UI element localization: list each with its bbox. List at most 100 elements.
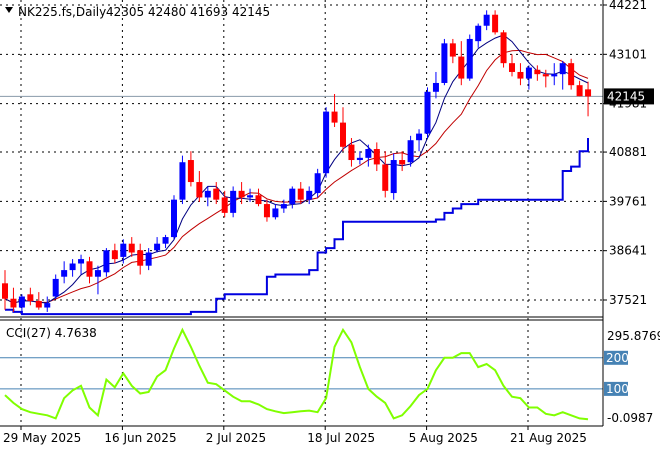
candle xyxy=(35,292,42,310)
date-tick-label: 2 Jul 2025 xyxy=(206,431,266,445)
candle xyxy=(221,190,228,218)
svg-text:100: 100 xyxy=(606,382,629,396)
candle xyxy=(145,248,152,271)
cci-level-badge: 200 xyxy=(604,350,629,365)
candle xyxy=(323,107,330,178)
candle xyxy=(348,138,355,167)
ma-fast-line xyxy=(4,34,589,304)
cci-level-badge: 100 xyxy=(604,381,629,396)
candle xyxy=(128,237,135,257)
candle xyxy=(120,239,127,264)
candle xyxy=(585,81,592,117)
candle xyxy=(356,151,363,165)
cci-indicator xyxy=(0,327,603,421)
price-tick-label: 40881 xyxy=(609,145,647,159)
candle xyxy=(331,93,338,128)
candle xyxy=(289,186,296,209)
moving-averages xyxy=(4,34,589,316)
candle xyxy=(424,87,431,139)
time-axis: 29 May 2025 16 Jun 2025 2 Jul 2025 18 Jul 2… xyxy=(3,426,587,445)
candle xyxy=(365,144,372,167)
svg-text:200: 200 xyxy=(606,351,629,365)
candle xyxy=(18,294,25,315)
price-tick-label: 38641 xyxy=(609,244,647,258)
candle xyxy=(458,41,465,86)
candle xyxy=(297,182,304,205)
candle xyxy=(340,107,346,152)
candle xyxy=(475,23,482,48)
svg-text:42145: 42145 xyxy=(607,89,645,103)
candle xyxy=(382,151,389,198)
support-step-line xyxy=(5,138,589,316)
last-price-badge: 42145 xyxy=(604,88,654,105)
candle xyxy=(542,69,549,88)
price-axis: 4422143101419814088139761386413752142145 xyxy=(603,0,654,307)
cci-tick-label: -0.0987 xyxy=(607,411,653,425)
candle xyxy=(86,256,93,284)
candle xyxy=(10,287,17,312)
candle xyxy=(94,265,101,295)
candle xyxy=(272,204,279,220)
candle xyxy=(154,237,161,253)
candle xyxy=(509,54,515,77)
candle xyxy=(466,34,473,81)
candle xyxy=(449,38,456,64)
candle xyxy=(52,274,59,299)
date-tick-label: 5 Aug 2025 xyxy=(409,431,478,445)
candle xyxy=(500,30,507,68)
candle xyxy=(559,60,566,90)
date-tick-label: 18 Jul 2025 xyxy=(307,431,375,445)
price-tick-label: 44221 xyxy=(609,0,647,12)
candle xyxy=(432,71,439,99)
candle xyxy=(171,195,177,240)
cci-line xyxy=(4,327,589,421)
candle xyxy=(238,182,245,205)
price-tick-label: 37521 xyxy=(609,293,647,307)
ma-slow-line xyxy=(4,49,589,304)
candle xyxy=(416,129,423,152)
candle xyxy=(61,261,68,284)
candle xyxy=(576,80,583,97)
candle xyxy=(44,296,51,312)
candle xyxy=(525,65,532,90)
candle xyxy=(162,234,169,249)
ohlc-values: 42305 42480 41693 42145 xyxy=(106,5,270,19)
candle xyxy=(390,153,397,200)
date-tick-label: 21 Aug 2025 xyxy=(510,431,587,445)
candle xyxy=(534,65,541,81)
symbol-label: NK225.fs,Daily xyxy=(18,5,106,19)
candles xyxy=(2,10,592,315)
candle xyxy=(27,287,34,306)
cci-tick-label: 295.8769 xyxy=(607,329,660,343)
dropdown-arrow-icon[interactable] xyxy=(5,7,13,13)
candle xyxy=(247,188,254,202)
candle xyxy=(137,243,144,275)
candle xyxy=(187,151,194,187)
candle xyxy=(78,254,85,275)
candle xyxy=(306,186,313,205)
cci-title: CCI(27) 4.7638 xyxy=(6,326,97,340)
candle xyxy=(399,151,406,172)
candle xyxy=(103,248,110,277)
candle xyxy=(204,186,211,207)
candle xyxy=(407,135,414,167)
candle xyxy=(568,58,575,90)
date-tick-label: 29 May 2025 xyxy=(3,431,81,445)
candle xyxy=(213,182,220,205)
candle xyxy=(441,38,448,86)
cci-axis: 295.8769 200 100 -0.0987 xyxy=(604,329,660,425)
candle xyxy=(551,63,558,86)
candle xyxy=(483,10,490,31)
candle xyxy=(230,186,237,218)
price-tick-label: 43101 xyxy=(609,47,647,61)
candle xyxy=(255,188,262,207)
candle xyxy=(373,142,380,172)
candle xyxy=(263,199,270,222)
candle xyxy=(492,10,499,35)
date-tick-label: 16 Jun 2025 xyxy=(104,431,176,445)
candle xyxy=(179,155,186,205)
candle xyxy=(111,243,118,264)
chart-title: NK225.fs,Daily 42305 42480 41693 42145 xyxy=(5,5,270,19)
